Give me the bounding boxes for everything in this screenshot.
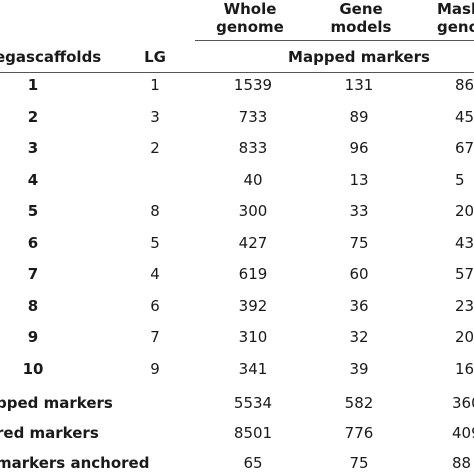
header-whole-genome-line1: Whole	[223, 0, 277, 18]
row-scaffold: 10	[22, 360, 44, 378]
row-lg: 7	[150, 328, 160, 346]
summary-whole-genome: 65	[243, 454, 263, 472]
row-lg: 8	[150, 202, 160, 220]
row-masked-genome: 23	[455, 297, 474, 315]
row-scaffold: 7	[27, 265, 39, 283]
row-lg: 3	[150, 108, 160, 126]
row-whole-genome: 341	[238, 360, 268, 378]
header-scaffold: egascaffolds	[0, 48, 102, 66]
summary-label: markers anchored	[0, 454, 150, 472]
row-lg: 5	[150, 234, 160, 252]
summary-label: red markers	[0, 424, 99, 442]
summary-label: pped markers	[0, 394, 113, 412]
row-scaffold: 5	[27, 202, 39, 220]
row-lg: 9	[150, 360, 160, 378]
row-lg: 1	[150, 76, 160, 94]
summary-whole-genome: 5534	[233, 394, 273, 412]
row-gene-models: 39	[349, 360, 369, 378]
summary-gene-models: 776	[344, 424, 374, 442]
row-masked-genome: 57	[455, 265, 474, 283]
header-gene-models-line1: Gene	[339, 0, 383, 18]
row-lg: 6	[150, 297, 160, 315]
row-gene-models: 96	[349, 139, 369, 157]
row-gene-models: 13	[349, 171, 369, 189]
row-scaffold: 4	[27, 171, 39, 189]
row-whole-genome: 427	[238, 234, 268, 252]
summary-masked-genome: 409	[452, 424, 474, 442]
header-lg: LG	[144, 48, 166, 66]
row-gene-models: 32	[349, 328, 369, 346]
row-masked-genome: 20	[455, 202, 474, 220]
row-scaffold: 2	[27, 108, 39, 126]
row-gene-models: 89	[349, 108, 369, 126]
row-gene-models: 131	[344, 76, 374, 94]
row-gene-models: 60	[349, 265, 369, 283]
row-scaffold: 9	[27, 328, 39, 346]
row-whole-genome: 40	[243, 171, 263, 189]
summary-whole-genome: 8501	[233, 424, 273, 442]
row-gene-models: 33	[349, 202, 369, 220]
row-gene-models: 36	[349, 297, 369, 315]
row-scaffold: 6	[27, 234, 39, 252]
header-gene-models-line2: models	[330, 18, 392, 36]
row-masked-genome: 67	[455, 139, 474, 157]
header-whole-genome-line2: genome	[216, 18, 284, 36]
row-lg: 2	[150, 139, 160, 157]
row-masked-genome: 86	[455, 76, 474, 94]
header-rule-bottom	[0, 72, 474, 73]
row-masked-genome: 16	[455, 360, 474, 378]
header-rule-top	[195, 40, 474, 41]
row-whole-genome: 310	[238, 328, 268, 346]
summary-masked-genome: 360	[452, 394, 474, 412]
row-whole-genome: 619	[238, 265, 268, 283]
summary-gene-models: 75	[349, 454, 369, 472]
row-gene-models: 75	[349, 234, 369, 252]
header-masked-genome-line1: Mask	[437, 0, 474, 18]
row-masked-genome: 43	[455, 234, 474, 252]
row-whole-genome: 833	[238, 139, 268, 157]
row-masked-genome: 5	[455, 171, 465, 189]
row-masked-genome: 45	[455, 108, 474, 126]
row-scaffold: 8	[27, 297, 39, 315]
row-whole-genome: 300	[238, 202, 268, 220]
row-masked-genome: 20	[455, 328, 474, 346]
summary-gene-models: 582	[344, 394, 374, 412]
row-scaffold: 1	[27, 76, 39, 94]
summary-masked-genome: 88	[452, 454, 472, 472]
row-lg: 4	[150, 265, 160, 283]
row-whole-genome: 1539	[233, 76, 273, 94]
row-whole-genome: 392	[238, 297, 268, 315]
header-masked-genome-line2: geno	[437, 18, 474, 36]
row-whole-genome: 733	[238, 108, 268, 126]
row-scaffold: 3	[27, 139, 39, 157]
header-mapped-markers: Mapped markers	[288, 48, 430, 66]
